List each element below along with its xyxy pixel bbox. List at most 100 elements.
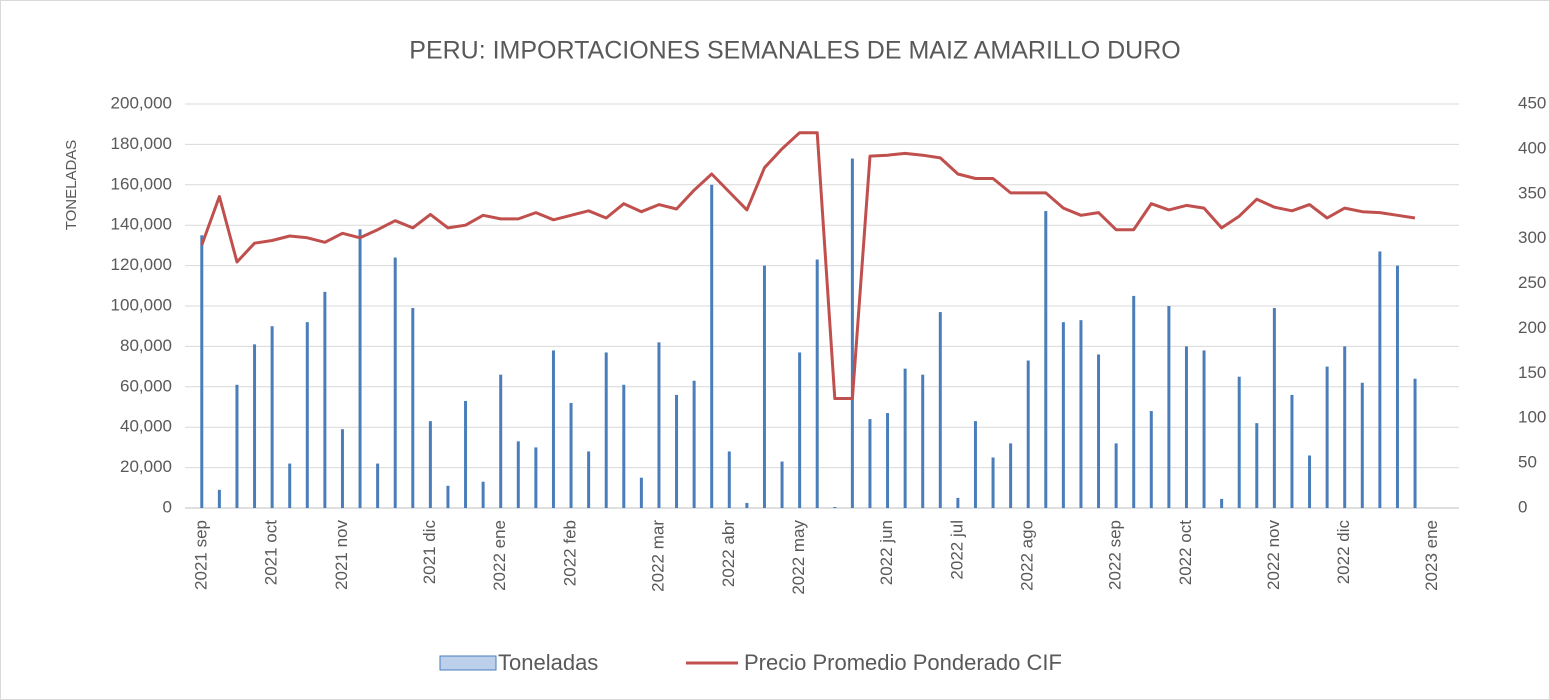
bar (1290, 394, 1294, 508)
bar (886, 413, 890, 508)
y-tick-label: 20,000 (120, 457, 172, 476)
x-tick-label: 2022 abr (719, 520, 738, 587)
bar (657, 342, 661, 508)
bar (1044, 211, 1048, 508)
bar (1149, 411, 1153, 508)
y-tick-label: 80,000 (120, 336, 172, 355)
bar (1360, 382, 1364, 508)
bar (1308, 455, 1312, 508)
chart-title: PERU: IMPORTACIONES SEMANALES DE MAIZ AM… (409, 37, 1180, 65)
bar (745, 502, 749, 508)
bar (411, 308, 415, 508)
y2-tick-label: 100 (1518, 408, 1546, 427)
bar (464, 400, 468, 508)
x-tick-label: 2022 oct (1176, 520, 1195, 585)
bar (762, 265, 766, 508)
bar (1343, 346, 1347, 508)
y2-tick-label: 450 (1518, 93, 1546, 112)
bar (200, 235, 204, 509)
y2-tick-label: 250 (1518, 273, 1546, 292)
y-tick-label: 100,000 (111, 295, 172, 314)
y-tick-label: 140,000 (111, 215, 172, 234)
bar (1413, 378, 1417, 508)
bar (340, 429, 344, 508)
bar (305, 322, 309, 508)
bar (1114, 443, 1118, 508)
x-tick-label: 2022 nov (1264, 520, 1283, 590)
bar (1184, 346, 1188, 508)
bar (499, 374, 503, 508)
bar (1272, 308, 1276, 508)
bar (270, 326, 274, 508)
x-tick-label: 2021 sep (191, 520, 210, 590)
bar (903, 368, 907, 508)
bar (235, 384, 239, 508)
y2-tick-label: 50 (1518, 453, 1537, 472)
bar (481, 481, 485, 508)
y-tick-label: 120,000 (111, 255, 172, 274)
bar (692, 380, 696, 508)
bar (1325, 366, 1329, 508)
bar (850, 158, 854, 509)
x-tick-label: 2022 mar (648, 520, 667, 592)
bar (1202, 350, 1206, 508)
y-axis-label: TONELADAS (63, 140, 80, 231)
legend-label: Toneladas (498, 650, 598, 675)
y2-tick-label: 200 (1518, 318, 1546, 337)
x-tick-label: 2022 feb (561, 520, 580, 586)
bar (1220, 498, 1224, 508)
y-tick-label: 200,000 (111, 93, 172, 112)
x-tick-label: 2021 nov (332, 520, 351, 590)
bar (780, 461, 784, 508)
bar (551, 350, 555, 508)
bar (956, 497, 960, 508)
x-tick-label: 2022 dic (1334, 520, 1353, 585)
bar (428, 421, 432, 508)
y-tick-label: 60,000 (120, 376, 172, 395)
x-tick-label: 2021 oct (262, 520, 281, 585)
y-tick-label: 40,000 (120, 417, 172, 436)
bar (833, 506, 837, 508)
legend-label: Precio Promedio Ponderado CIF (744, 650, 1062, 675)
bar (710, 184, 714, 509)
bar (1132, 295, 1136, 508)
x-tick-label: 2022 may (789, 520, 808, 595)
legend-swatch (439, 655, 497, 671)
bar (569, 402, 573, 508)
bar (1237, 376, 1241, 508)
y2-tick-label: 150 (1518, 363, 1546, 382)
bar (516, 441, 520, 508)
bar (1395, 265, 1399, 508)
x-tick-label: 2022 ago (1018, 520, 1037, 591)
bar (323, 291, 327, 508)
bar (358, 229, 362, 509)
bar (727, 451, 731, 508)
bar (991, 457, 995, 508)
bar (446, 485, 450, 508)
bar (973, 421, 977, 508)
y2-tick-label: 350 (1518, 183, 1546, 202)
bar (1097, 354, 1101, 508)
bar (376, 463, 380, 508)
bar (393, 257, 397, 508)
bar (622, 384, 626, 508)
x-tick-label: 2021 dic (420, 520, 439, 585)
bar (1079, 320, 1083, 508)
bar (639, 477, 643, 508)
y-tick-label: 180,000 (111, 134, 172, 153)
y-tick-label: 0 (163, 497, 172, 516)
y2-tick-label: 300 (1518, 228, 1546, 247)
bar (604, 352, 608, 508)
bar (1009, 443, 1013, 508)
bar (217, 489, 221, 508)
bar (1167, 306, 1171, 508)
bar (868, 419, 872, 508)
bar (921, 374, 925, 508)
bar (675, 394, 679, 508)
x-tick-label: 2022 jun (877, 520, 896, 585)
bar (1255, 423, 1259, 508)
bar (253, 344, 257, 508)
y2-tick-label: 0 (1518, 497, 1527, 516)
x-tick-label: 2023 ene (1422, 520, 1441, 591)
